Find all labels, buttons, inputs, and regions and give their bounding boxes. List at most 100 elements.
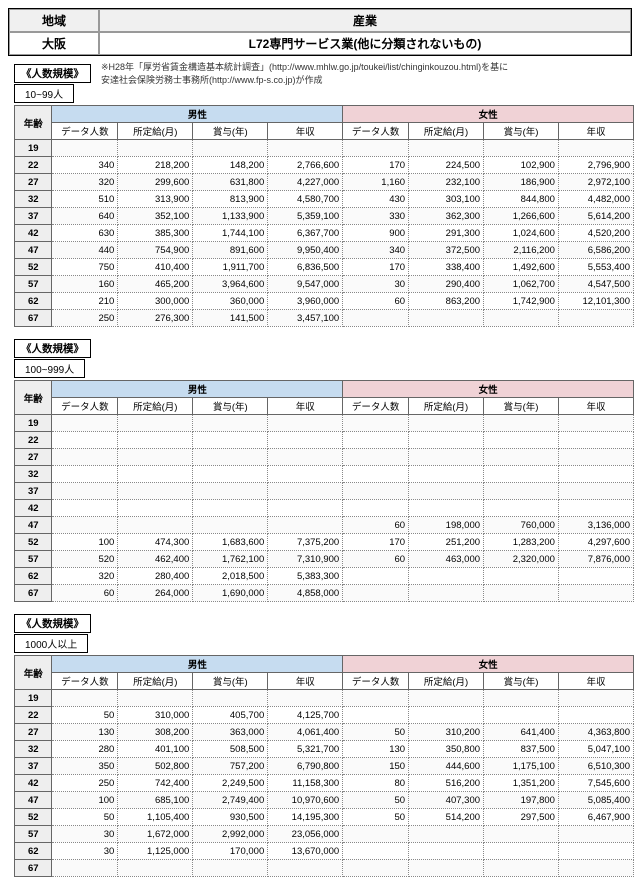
wage-table-2: 年齢 男性 女性 データ人数 所定給(月) 賞与(年) 年収 データ人数 所定給… xyxy=(14,655,634,877)
cell-fb xyxy=(484,310,559,327)
cell-mb: 360,000 xyxy=(193,293,268,310)
cell-my: 7,310,900 xyxy=(268,551,343,568)
cell-mn xyxy=(52,466,118,483)
cell-fb: 1,742,900 xyxy=(484,293,559,310)
footnote-1: ※H28年「厚労省賃金構造基本統計調査」(http://www.mhlw.go.… xyxy=(97,60,508,73)
cell-fn: 50 xyxy=(343,792,409,809)
cell-mb: 1,744,100 xyxy=(193,225,268,242)
cell-fm: 232,100 xyxy=(409,174,484,191)
cell-fn xyxy=(343,860,409,877)
col-f-m: 所定給(月) xyxy=(409,673,484,690)
cell-mm: 1,672,000 xyxy=(118,826,193,843)
cell-mb: 148,200 xyxy=(193,157,268,174)
cell-mm xyxy=(118,415,193,432)
cell-my: 4,125,700 xyxy=(268,707,343,724)
cell-my xyxy=(268,690,343,707)
col-m-m: 所定給(月) xyxy=(118,123,193,140)
cell-fb: 2,116,200 xyxy=(484,242,559,259)
cell-my: 6,790,800 xyxy=(268,758,343,775)
cell-mb xyxy=(193,466,268,483)
cell-mn: 60 xyxy=(52,585,118,602)
cell-age: 32 xyxy=(15,466,52,483)
table-row: 67 xyxy=(15,860,634,877)
table-row: 42 250 742,400 2,249,500 11,158,300 80 5… xyxy=(15,775,634,792)
cell-mm: 300,000 xyxy=(118,293,193,310)
cell-fn xyxy=(343,843,409,860)
col-m-m: 所定給(月) xyxy=(118,398,193,415)
cell-fb: 1,492,600 xyxy=(484,259,559,276)
col-f-y: 年収 xyxy=(558,398,633,415)
cell-age: 42 xyxy=(15,500,52,517)
cell-fy: 12,101,300 xyxy=(558,293,633,310)
cell-mm xyxy=(118,466,193,483)
cell-fb: 1,351,200 xyxy=(484,775,559,792)
cell-fm: 372,500 xyxy=(409,242,484,259)
header-grid: 地域 産業 大阪 L72専門サービス業(他に分類されないもの) xyxy=(8,8,632,56)
cell-age: 62 xyxy=(15,293,52,310)
table-row: 52 100 474,300 1,683,600 7,375,200 170 2… xyxy=(15,534,634,551)
cell-fy xyxy=(558,432,633,449)
cell-fn xyxy=(343,483,409,500)
cell-mm: 352,100 xyxy=(118,208,193,225)
cell-fb: 1,024,600 xyxy=(484,225,559,242)
cell-mn xyxy=(52,860,118,877)
cell-fy: 6,467,900 xyxy=(558,809,633,826)
cell-fn xyxy=(343,140,409,157)
cell-fm: 407,300 xyxy=(409,792,484,809)
cell-fb: 1,266,600 xyxy=(484,208,559,225)
col-m-y: 年収 xyxy=(268,673,343,690)
cell-fy xyxy=(558,843,633,860)
wage-table-1: 年齢 男性 女性 データ人数 所定給(月) 賞与(年) 年収 データ人数 所定給… xyxy=(14,380,634,602)
table-row: 62 320 280,400 2,018,500 5,383,300 xyxy=(15,568,634,585)
cell-mm: 385,300 xyxy=(118,225,193,242)
cell-fn: 330 xyxy=(343,208,409,225)
cell-mm: 462,400 xyxy=(118,551,193,568)
cell-mm: 465,200 xyxy=(118,276,193,293)
cell-fb: 1,175,100 xyxy=(484,758,559,775)
cell-fn xyxy=(343,690,409,707)
cell-mn: 320 xyxy=(52,568,118,585)
cell-my: 4,227,000 xyxy=(268,174,343,191)
cell-mn: 30 xyxy=(52,843,118,860)
cell-mm xyxy=(118,690,193,707)
table-row: 67 60 264,000 1,690,000 4,858,000 xyxy=(15,585,634,602)
cell-mb: 170,000 xyxy=(193,843,268,860)
cell-fm: 291,300 xyxy=(409,225,484,242)
table-row: 42 xyxy=(15,500,634,517)
cell-mn: 50 xyxy=(52,707,118,724)
cell-fy xyxy=(558,310,633,327)
cell-mm: 264,000 xyxy=(118,585,193,602)
cell-mn: 210 xyxy=(52,293,118,310)
cell-mn xyxy=(52,500,118,517)
col-f-m: 所定給(月) xyxy=(409,398,484,415)
cell-fn: 60 xyxy=(343,293,409,310)
cell-mn: 50 xyxy=(52,809,118,826)
cell-fb xyxy=(484,140,559,157)
cell-fy: 6,586,200 xyxy=(558,242,633,259)
cell-fm: 514,200 xyxy=(409,809,484,826)
cell-fy: 4,547,500 xyxy=(558,276,633,293)
table-row: 37 350 502,800 757,200 6,790,800 150 444… xyxy=(15,758,634,775)
cell-age: 19 xyxy=(15,690,52,707)
cell-my: 3,457,100 xyxy=(268,310,343,327)
cell-age: 57 xyxy=(15,276,52,293)
cell-mn xyxy=(52,415,118,432)
cell-age: 27 xyxy=(15,449,52,466)
cell-fy: 5,614,200 xyxy=(558,208,633,225)
cell-mm: 308,200 xyxy=(118,724,193,741)
cell-age: 27 xyxy=(15,724,52,741)
cell-mm: 299,600 xyxy=(118,174,193,191)
region-label: 地域 xyxy=(9,9,99,32)
cell-fy xyxy=(558,415,633,432)
cell-fb xyxy=(484,449,559,466)
cell-age: 19 xyxy=(15,140,52,157)
table-row: 27 xyxy=(15,449,634,466)
cell-my: 5,383,300 xyxy=(268,568,343,585)
cell-my: 9,950,400 xyxy=(268,242,343,259)
cell-mb: 1,683,600 xyxy=(193,534,268,551)
cell-fn: 340 xyxy=(343,242,409,259)
cell-fm: 463,000 xyxy=(409,551,484,568)
cell-age: 47 xyxy=(15,792,52,809)
cell-fm: 444,600 xyxy=(409,758,484,775)
cell-fy xyxy=(558,140,633,157)
